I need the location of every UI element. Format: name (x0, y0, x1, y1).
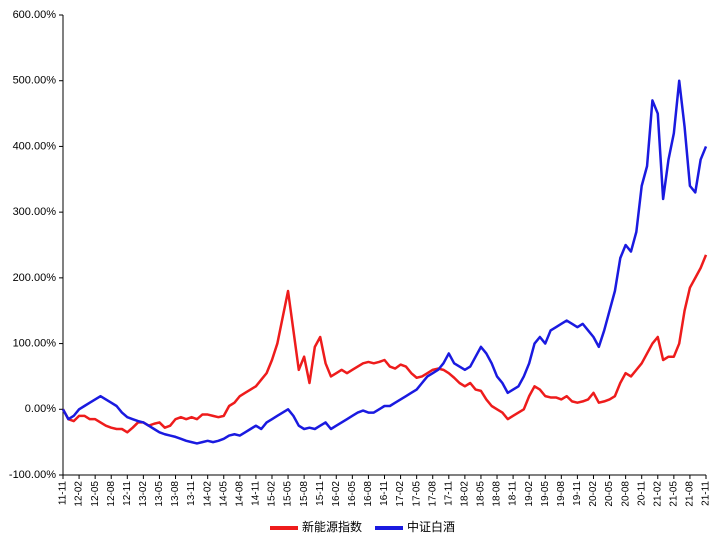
x-tick-label: 16-11 (379, 481, 390, 506)
y-tick-label: 500.00% (13, 75, 57, 87)
x-tick-label: 20-02 (588, 481, 599, 507)
x-tick-label: 14-05 (218, 481, 229, 507)
y-tick-label: 300.00% (13, 206, 57, 218)
x-tick-label: 15-11 (315, 481, 326, 506)
y-tick-label: 200.00% (13, 272, 57, 284)
x-tick-label: 18-08 (492, 481, 503, 507)
x-tick-label: 20-11 (636, 481, 647, 506)
x-tick-label: 19-02 (524, 481, 535, 507)
x-tick-label: 17-11 (443, 481, 454, 506)
legend-label: 中证白酒 (407, 519, 455, 534)
series-line (61, 254, 708, 434)
y-tick-label: 0.00% (25, 403, 56, 415)
x-tick-label: 12-02 (74, 481, 85, 507)
x-tick-label: 20-08 (620, 481, 631, 507)
x-tick-label: 15-05 (283, 481, 294, 507)
x-tick-label: 21-05 (668, 481, 679, 507)
series-line (61, 79, 708, 445)
x-tick-label: 12-11 (122, 481, 133, 506)
x-tick-label: 17-05 (411, 481, 422, 507)
x-tick-label: 16-08 (363, 481, 374, 507)
y-tick-label: 400.00% (13, 140, 57, 152)
x-tick-label: 14-08 (234, 481, 245, 507)
x-tick-label: 17-02 (395, 481, 406, 507)
x-tick-label: 19-11 (572, 481, 583, 506)
x-tick-label: 13-11 (186, 481, 197, 506)
x-tick-label: 13-05 (154, 481, 165, 507)
x-tick-label: 19-05 (540, 481, 551, 507)
x-tick-label: 14-02 (202, 481, 213, 507)
x-tick-label: 20-05 (604, 481, 615, 507)
x-tick-label: 12-08 (106, 481, 117, 507)
legend-label: 新能源指数 (302, 519, 362, 534)
x-tick-label: 21-02 (652, 481, 663, 507)
x-tick-label: 14-11 (251, 481, 262, 506)
x-tick-label: 13-08 (170, 481, 181, 507)
x-tick-label: 21-11 (701, 481, 712, 506)
x-tick-label: 15-08 (299, 481, 310, 507)
x-tick-label: 19-08 (556, 481, 567, 507)
y-tick-label: 100.00% (13, 337, 57, 349)
x-tick-label: 18-02 (460, 481, 471, 507)
x-tick-label: 17-08 (427, 481, 438, 507)
x-tick-label: 12-05 (90, 481, 101, 507)
y-tick-label: 600.00% (13, 9, 57, 21)
x-tick-label: 18-11 (508, 481, 519, 506)
x-tick-label: 15-02 (267, 481, 278, 507)
x-tick-label: 21-08 (685, 481, 696, 507)
x-tick-label: 16-05 (347, 481, 358, 507)
x-tick-label: 16-02 (331, 481, 342, 507)
y-tick-label: -100.00% (9, 469, 56, 481)
x-tick-label: 18-05 (476, 481, 487, 507)
x-tick-label: 13-02 (138, 481, 149, 507)
x-tick-label: 11-11 (58, 481, 69, 506)
